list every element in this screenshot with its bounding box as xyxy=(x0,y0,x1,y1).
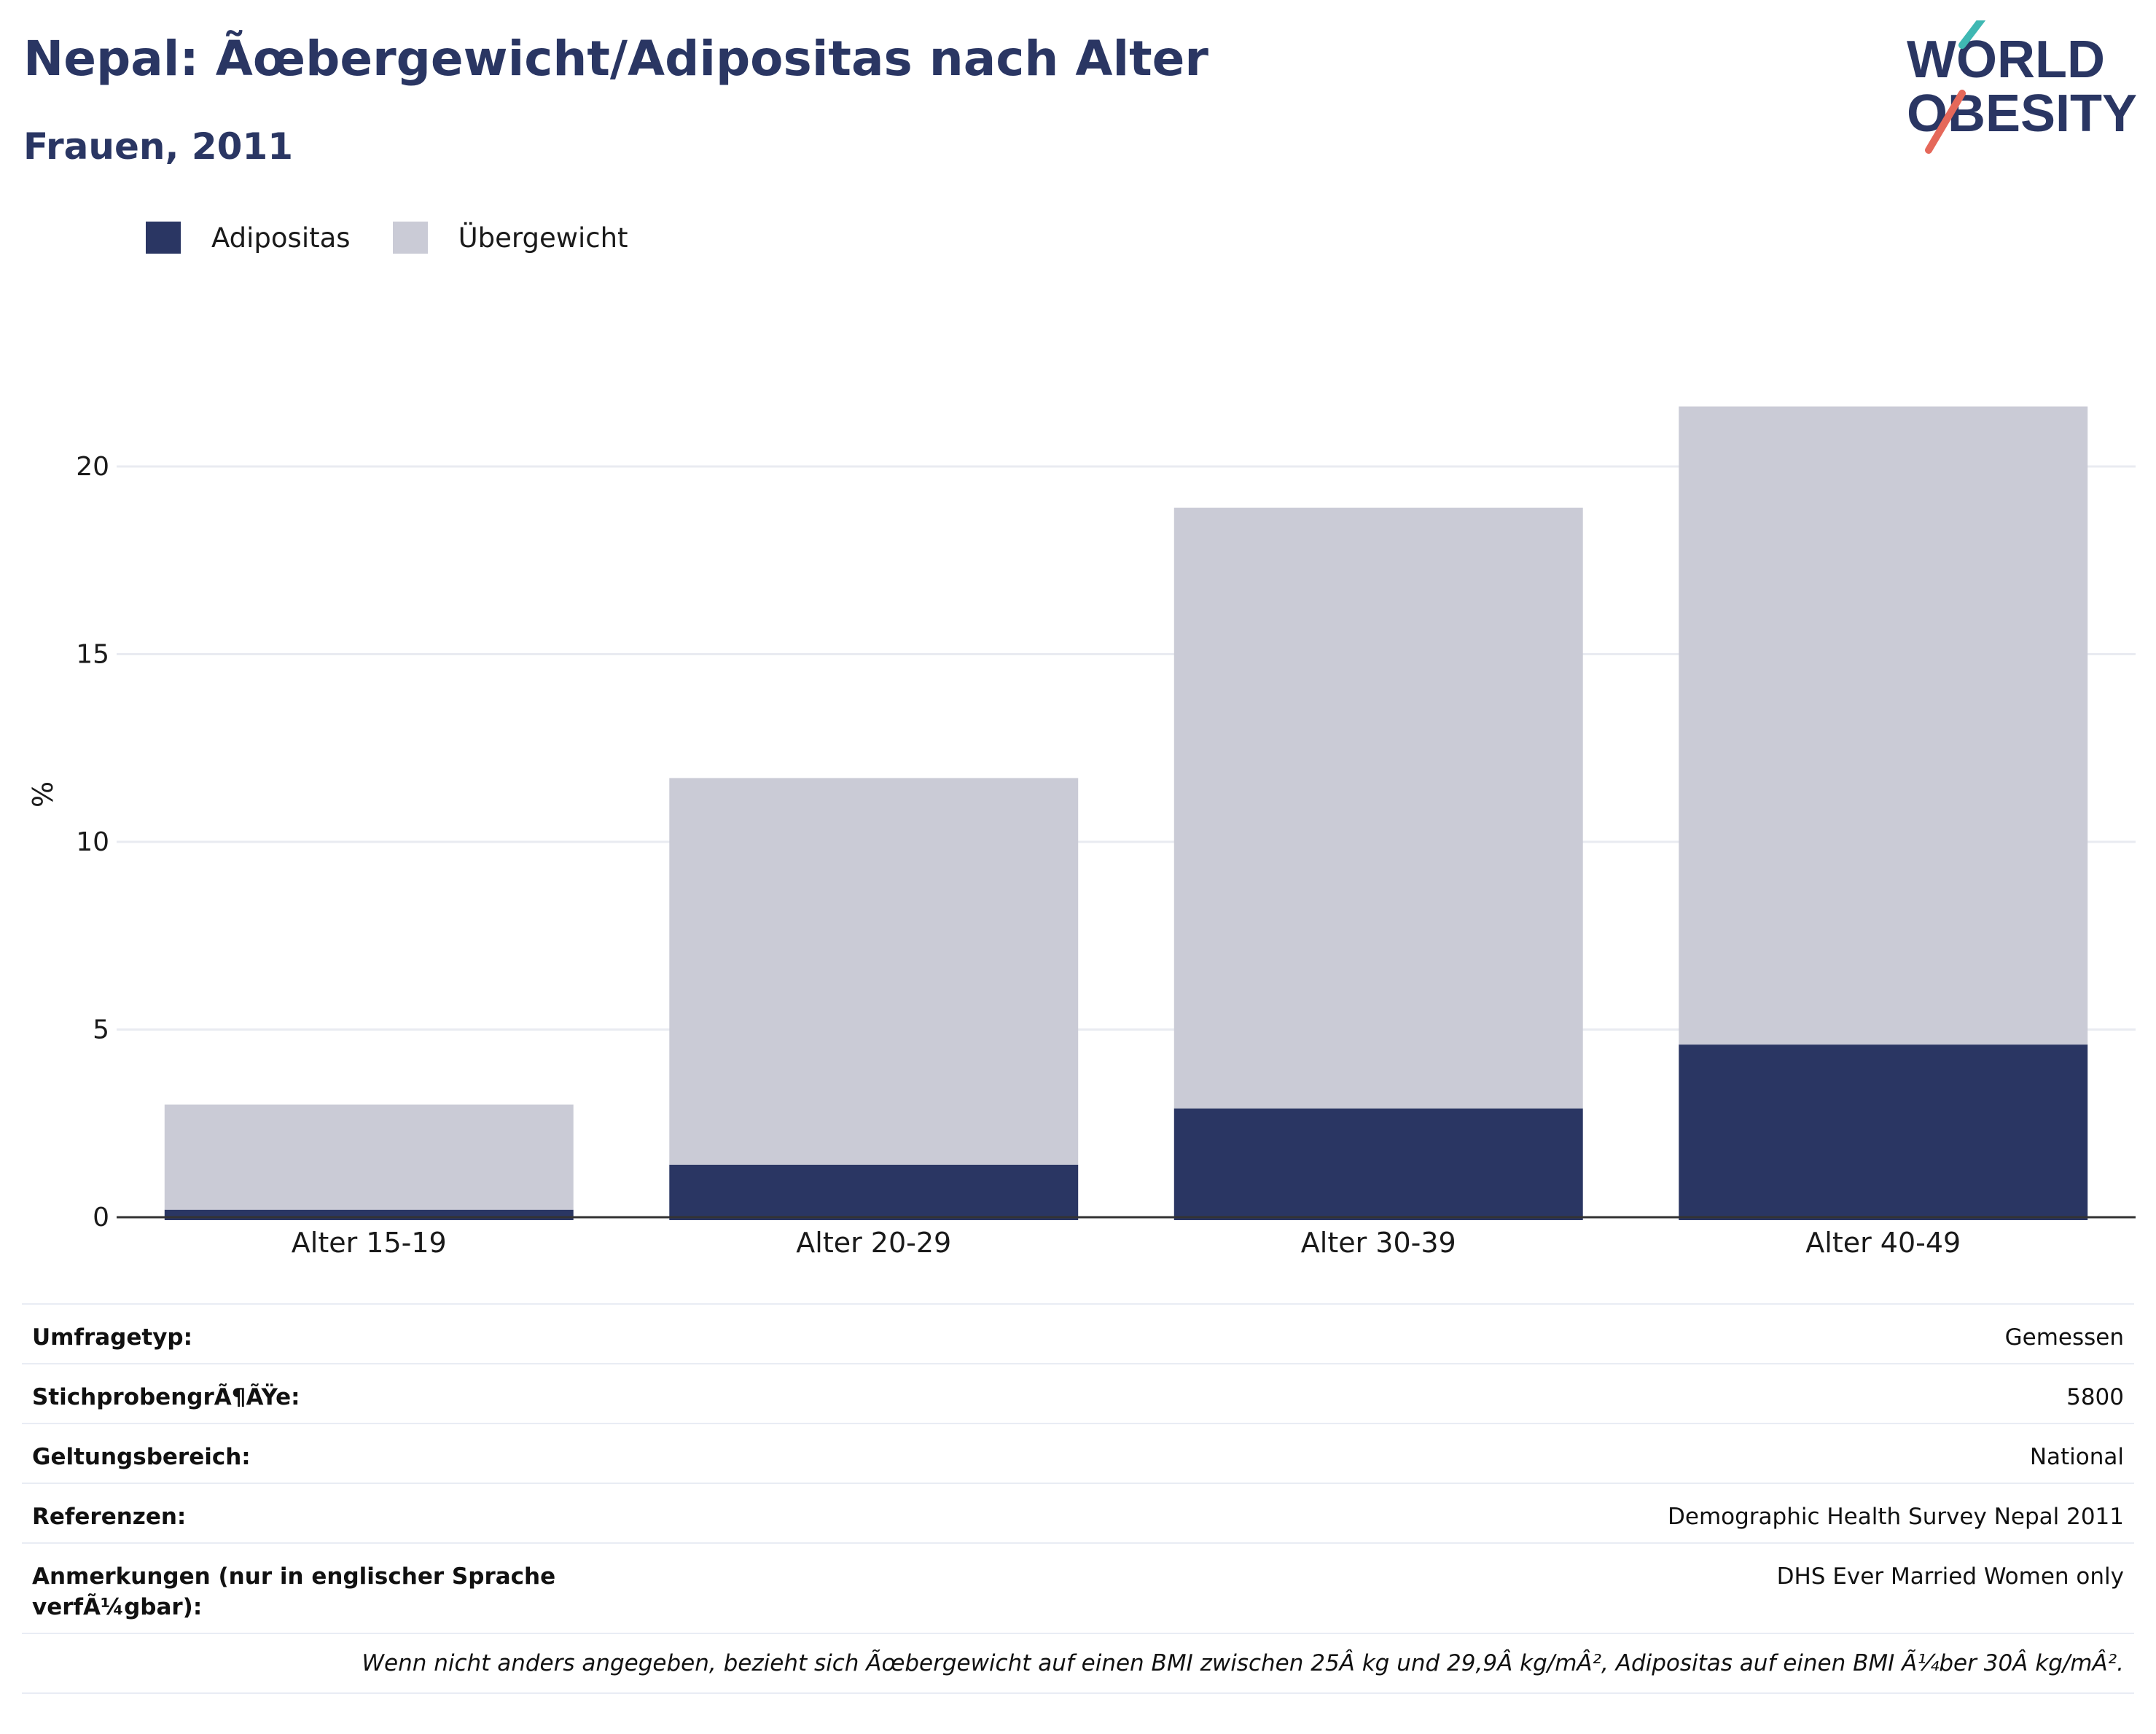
legend-item-obesity[interactable]: Adipositas xyxy=(146,222,351,254)
table-key: Geltungsbereich: xyxy=(32,1444,251,1470)
bar-obesity xyxy=(669,1164,1079,1220)
table-key: Referenzen: xyxy=(32,1504,187,1530)
chart-subtitle: Frauen, 2011 xyxy=(23,125,294,168)
table-value: Gemessen xyxy=(2004,1324,2124,1351)
legend-label-obesity: Adipositas xyxy=(211,222,351,254)
x-tick-label: Alter 20-29 xyxy=(796,1227,951,1254)
legend-item-overweight[interactable]: Übergewicht xyxy=(392,222,628,254)
y-axis-label: % xyxy=(27,781,59,808)
logo-line2: OBESITY xyxy=(1907,85,2137,143)
logo-slash-teal xyxy=(1958,20,1986,49)
chart-legend: Adipositas Übergewicht xyxy=(146,219,671,257)
metadata-table: Umfragetyp: Gemessen StichprobengrÃ¶ÃŸe:… xyxy=(22,1303,2134,1694)
table-row: StichprobengrÃ¶ÃŸe: 5800 xyxy=(22,1363,2134,1423)
bar-obesity xyxy=(164,1209,574,1220)
table-key: Anmerkungen (nur in englischer Sprache v… xyxy=(32,1563,556,1620)
legend-swatch-obesity xyxy=(146,222,181,254)
table-key: StichprobengrÃ¶ÃŸe: xyxy=(32,1384,300,1410)
bar-overweight xyxy=(1173,507,1583,1109)
y-tick-label: 0 xyxy=(93,1203,109,1233)
y-tick-label: 5 xyxy=(93,1015,109,1045)
table-value: National xyxy=(2029,1444,2124,1470)
footnote: Wenn nicht anders angegeben, bezieht sic… xyxy=(22,1633,2134,1694)
y-tick-label: 15 xyxy=(76,640,109,670)
table-row: Umfragetyp: Gemessen xyxy=(22,1303,2134,1363)
x-tick-label: Alter 40-49 xyxy=(1805,1227,1961,1254)
x-tick-label: Alter 15-19 xyxy=(292,1227,447,1254)
table-value: Demographic Health Survey Nepal 2011 xyxy=(1668,1504,2124,1530)
y-tick-label: 10 xyxy=(76,827,109,857)
bar-overweight xyxy=(1679,406,2088,1045)
x-tick-label: Alter 30-39 xyxy=(1301,1227,1456,1254)
table-row: Anmerkungen (nur in englischer Sprache v… xyxy=(22,1542,2134,1633)
bar-chart: 0 5 10 15 20% Alter 15-19 Alter 20-29 Alter 30-… xyxy=(27,406,2136,1254)
legend-label-overweight: Übergewicht xyxy=(458,222,628,254)
world-obesity-logo: WORLD OBESITY xyxy=(1907,20,2137,154)
bar-overweight xyxy=(669,778,1079,1165)
bar-overweight xyxy=(164,1104,574,1210)
table-value: DHS Ever Married Women only xyxy=(1776,1563,2124,1590)
bar-obesity xyxy=(1679,1044,2088,1220)
legend-swatch-overweight xyxy=(392,222,428,254)
chart-title: Nepal: Ãœbergewicht/Adipositas nach Alte… xyxy=(23,31,1208,87)
table-key: Umfragetyp: xyxy=(32,1324,192,1351)
logo-slash-coral xyxy=(1925,90,1966,154)
table-value: 5800 xyxy=(2066,1384,2124,1410)
table-row: Referenzen: Demographic Health Survey Ne… xyxy=(22,1483,2134,1542)
table-row: Geltungsbereich: National xyxy=(22,1423,2134,1483)
logo-line1: WORLD xyxy=(1907,31,2105,89)
y-tick-label: 20 xyxy=(76,452,109,482)
bar-obesity xyxy=(1173,1108,1583,1220)
